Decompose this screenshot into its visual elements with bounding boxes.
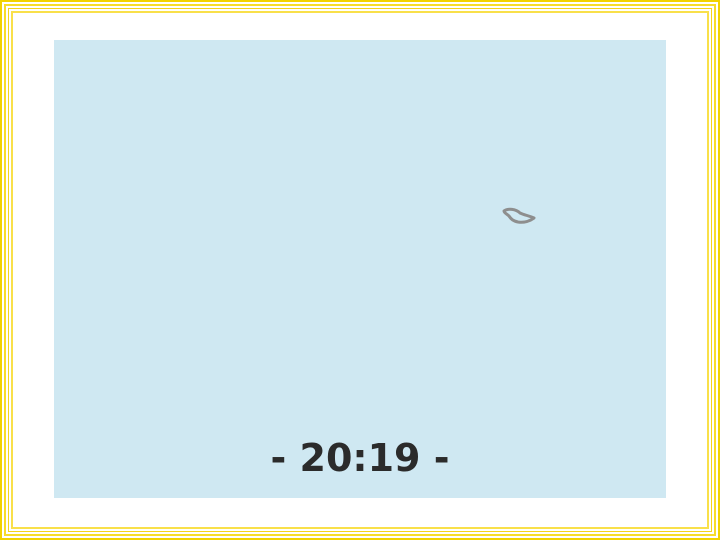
frame-line-1	[4, 4, 716, 536]
island-outline-icon	[502, 207, 536, 224]
map-panel[interactable]: - 20:19 -	[54, 40, 666, 498]
frame-line-3	[11, 11, 709, 529]
time-label: - 20:19 -	[270, 436, 450, 480]
frame-line-2	[8, 8, 712, 532]
